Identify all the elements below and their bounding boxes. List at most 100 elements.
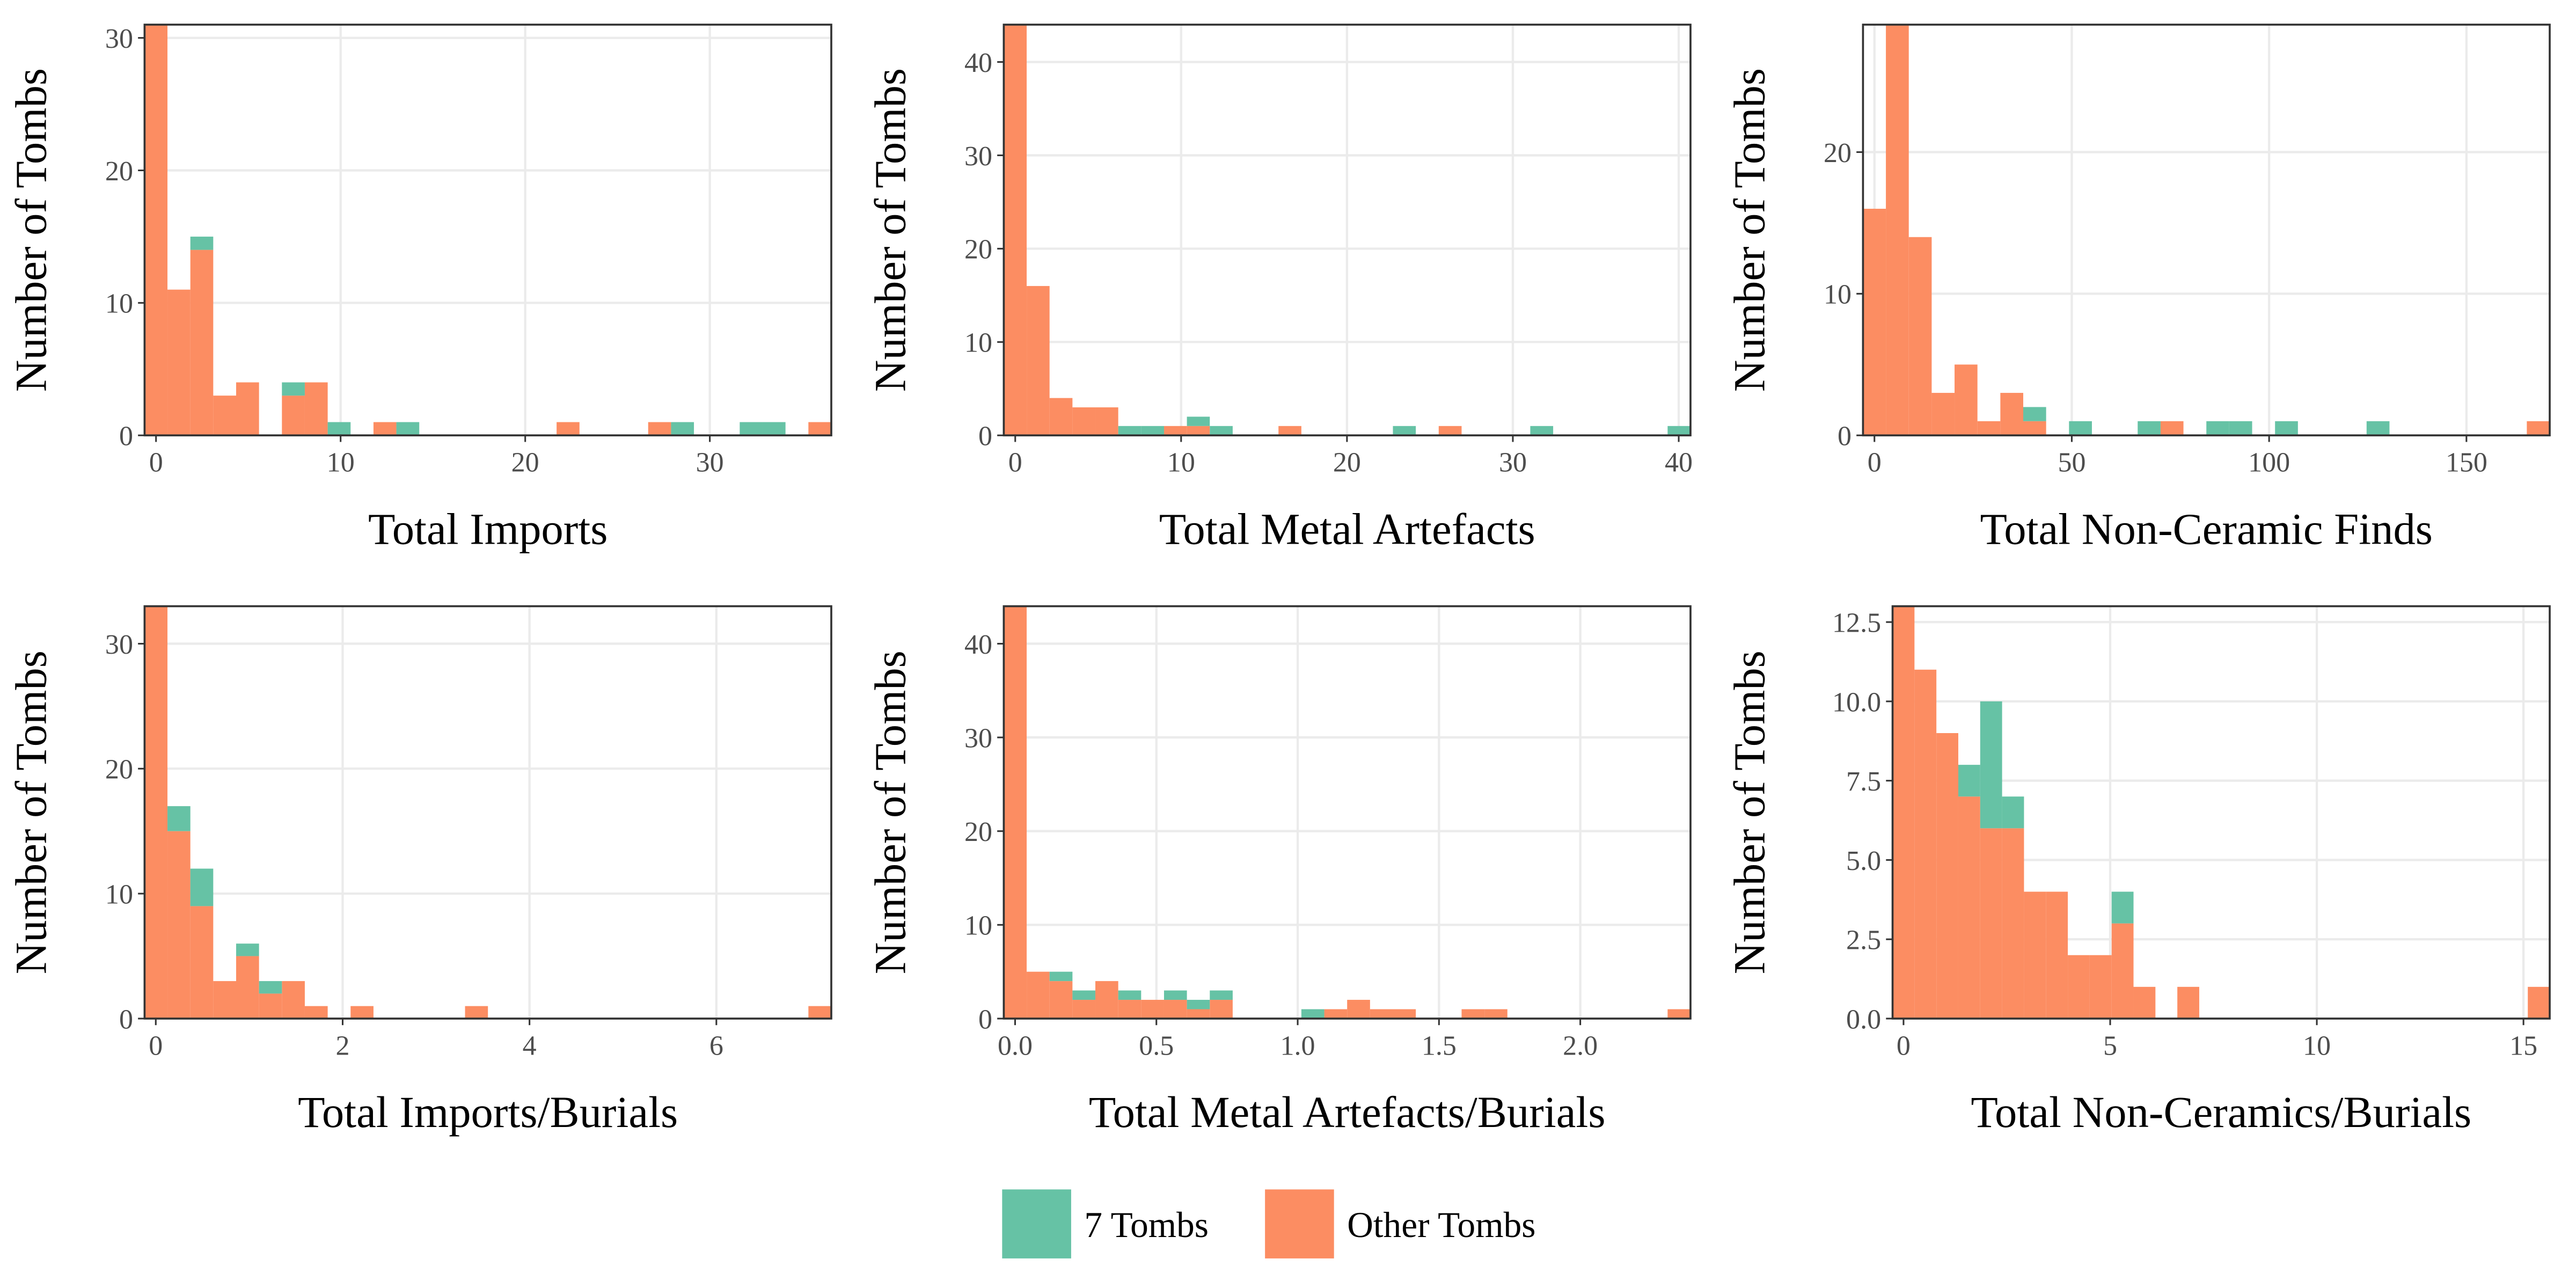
y-tick-label: 40 — [964, 48, 992, 78]
y-axis-title: Number of Tombs — [1725, 650, 1774, 974]
histogram-bar — [1301, 1009, 1324, 1019]
histogram-bar — [2002, 828, 2024, 1019]
histogram-bar — [1980, 828, 2002, 1019]
histogram-bar — [282, 981, 305, 1019]
histogram-bar — [2275, 421, 2298, 436]
x-axis-title: Total Imports — [368, 504, 608, 553]
y-tick-label: 7.5 — [1846, 766, 1881, 797]
histogram-bar — [396, 422, 420, 436]
histogram-bar — [1936, 733, 1958, 1019]
histogram-bar — [1163, 426, 1187, 436]
histogram-bar — [1667, 1009, 1690, 1019]
histogram-bar — [236, 956, 259, 1019]
histogram-bar — [282, 396, 305, 436]
histogram-bar — [1072, 990, 1096, 1000]
histogram-bar — [1163, 1000, 1187, 1019]
y-axis-title: Number of Tombs — [6, 650, 56, 974]
histogram-bar — [1187, 1000, 1210, 1009]
y-tick-label: 0 — [119, 1004, 133, 1035]
x-tick-label: 0 — [1897, 1030, 1911, 1061]
histogram-bar — [213, 981, 236, 1019]
histogram-bar — [304, 1006, 328, 1019]
histogram-bar — [1958, 796, 1980, 1019]
histogram-bar — [1863, 208, 1886, 436]
histogram-bar — [465, 1006, 488, 1019]
histogram-bar — [236, 943, 259, 956]
x-tick-label: 40 — [1665, 448, 1693, 478]
x-tick-label: 0 — [149, 448, 163, 478]
histogram-bar — [1370, 1009, 1393, 1019]
histogram-bar — [1958, 765, 1980, 797]
y-tick-label: 0 — [119, 421, 133, 452]
histogram-bar — [1210, 1000, 1233, 1019]
x-axis-title: Total Non-Ceramic Finds — [1980, 504, 2433, 553]
histogram-bar — [1072, 407, 1096, 436]
histogram-bar — [190, 868, 214, 906]
y-tick-label: 30 — [964, 141, 992, 172]
histogram-bar — [190, 250, 214, 436]
histogram-bar — [167, 289, 191, 436]
histogram-bar — [2366, 421, 2390, 436]
histogram-bar — [259, 981, 282, 994]
x-tick-label: 2 — [335, 1030, 349, 1061]
x-axis-title: Total Non-Ceramics/Burials — [1971, 1087, 2471, 1137]
y-tick-label: 10 — [105, 879, 133, 910]
x-tick-label: 100 — [2248, 448, 2290, 478]
histogram-bar — [167, 806, 191, 831]
histogram-bar — [1118, 426, 1141, 436]
y-tick-label: 10 — [105, 289, 133, 319]
histogram-bar — [1980, 701, 2002, 829]
histogram-bar — [1095, 407, 1118, 436]
y-axis-title: Number of Tombs — [866, 650, 915, 974]
histogram-bar — [1187, 1009, 1210, 1019]
panel-border — [1862, 24, 2551, 437]
histogram-bar — [1141, 426, 1164, 436]
histogram-bar — [144, 606, 168, 1019]
y-tick-label: 10 — [1824, 280, 1851, 310]
legend-label: Other Tombs — [1347, 1205, 1535, 1245]
histogram-bar — [1187, 416, 1210, 426]
x-tick-label: 50 — [2058, 448, 2085, 478]
x-tick-label: 30 — [1499, 448, 1527, 478]
x-tick-label: 0.5 — [1139, 1030, 1174, 1061]
histogram-bar — [1914, 669, 1937, 1019]
y-axis-title: Number of Tombs — [866, 68, 915, 392]
histogram-bar — [2229, 421, 2252, 436]
histogram-bar — [1438, 426, 1462, 436]
histogram-bar — [1004, 606, 1027, 1019]
histogram-bar — [2002, 796, 2024, 829]
histogram-bar — [1187, 426, 1210, 436]
y-tick-label: 0 — [978, 1004, 992, 1035]
legend-key — [1002, 1189, 1071, 1258]
histogram-bar — [2023, 421, 2046, 436]
histogram-bar — [213, 396, 236, 436]
x-tick-label: 30 — [696, 448, 724, 478]
y-tick-label: 20 — [105, 755, 133, 785]
y-tick-label: 10 — [964, 328, 992, 358]
x-tick-label: 10 — [1167, 448, 1195, 478]
histogram-bar — [740, 422, 763, 436]
x-tick-label: 1.5 — [1422, 1030, 1457, 1061]
histogram-bar — [167, 831, 191, 1019]
histogram-bar — [648, 422, 671, 436]
y-tick-label: 10 — [964, 911, 992, 941]
histogram-bar — [1027, 971, 1050, 1019]
x-tick-label: 10 — [327, 448, 355, 478]
legend-label: 7 Tombs — [1084, 1205, 1209, 1245]
x-axis-title: Total Metal Artefacts — [1159, 504, 1535, 553]
histogram-bar — [1027, 286, 1050, 436]
y-tick-label: 20 — [1824, 138, 1851, 169]
histogram-bar — [1049, 398, 1073, 436]
histogram-bar — [144, 24, 168, 436]
panel-border — [1002, 605, 1692, 1020]
histogram-bar — [282, 382, 305, 396]
histogram-bar — [1955, 364, 1978, 436]
histogram-bar — [2133, 986, 2156, 1019]
histogram-bar — [2527, 421, 2550, 436]
histogram-bar — [1278, 426, 1301, 436]
y-axis-title: Number of Tombs — [1725, 68, 1774, 392]
y-tick-label: 0 — [978, 421, 992, 452]
histogram-bar — [2177, 986, 2199, 1019]
histogram-bar — [236, 382, 259, 436]
histogram-bar — [2046, 891, 2068, 1019]
